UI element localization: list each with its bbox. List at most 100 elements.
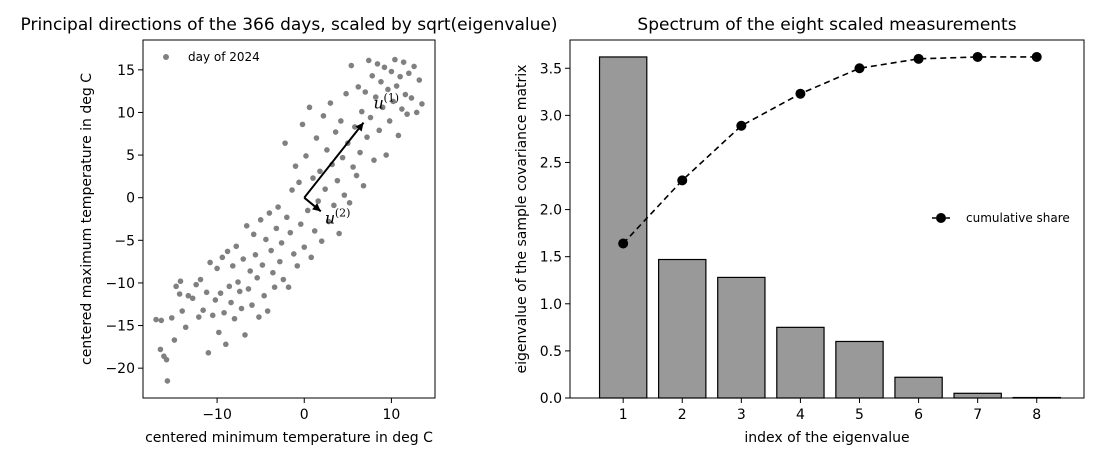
- y-tick-label: 5: [126, 148, 135, 164]
- x-tick-label: 7: [973, 407, 982, 423]
- scatter-point: [378, 78, 384, 85]
- scatter-point: [158, 317, 165, 324]
- scatter-point: [331, 202, 337, 209]
- principal-vector-superscript-2: (2): [335, 206, 351, 219]
- scatter-point: [338, 118, 344, 124]
- scatter-point: [381, 64, 388, 71]
- scatter-point: [379, 104, 386, 111]
- scatter-point: [297, 221, 304, 227]
- scatter-axes-frame: [142, 39, 436, 399]
- bar-eigenvalue-5: [835, 340, 884, 399]
- scatter-point: [406, 70, 412, 77]
- scatter-x-ticks: −10 0 10: [202, 398, 400, 423]
- scatter-point: [254, 275, 260, 281]
- principal-vector-label-1: u: [374, 94, 384, 113]
- scatter-point: [341, 192, 348, 198]
- bar-x-label: index of the eigenvalue: [744, 430, 909, 446]
- scatter-point: [228, 299, 234, 306]
- scatter-point: [273, 225, 280, 232]
- scatter-point: [177, 278, 184, 285]
- y-tick-label: −15: [105, 319, 135, 335]
- principal-vector-label-2: u: [325, 208, 335, 227]
- scatter-point: [308, 254, 315, 261]
- scatter-point: [168, 315, 175, 321]
- bar-eigenvalue-3: [717, 276, 766, 399]
- scatter-point: [278, 240, 285, 246]
- scatter-point: [216, 329, 222, 336]
- scatter-point: [313, 135, 320, 141]
- x-tick-label: 8: [1032, 407, 1041, 423]
- cumulative-share-point: [618, 238, 629, 249]
- scatter-points: [153, 56, 425, 384]
- y-tick-label: 1.0: [540, 297, 562, 313]
- scatter-point: [231, 315, 238, 322]
- legend-label-cumulative: cumulative share: [966, 211, 1070, 225]
- scatter-point: [408, 95, 415, 101]
- scatter-point: [399, 106, 405, 112]
- scatter-point: [393, 83, 400, 89]
- bar-x-ticks: 1 2 3 4 5 6 7 8: [619, 398, 1041, 423]
- scatter-point: [334, 177, 341, 184]
- scatter-panel: Principal directions of the 366 days, sc…: [21, 15, 558, 446]
- scatter-point: [243, 223, 250, 229]
- bar-y-label: eigenvalue of the sample covariance matr…: [514, 65, 530, 374]
- scatter-point: [284, 214, 290, 221]
- scatter-point: [332, 129, 339, 135]
- principal-vector-arrowhead-2: [312, 203, 321, 212]
- scatter-point: [197, 276, 204, 283]
- scatter-point: [315, 198, 322, 204]
- scatter-point: [357, 149, 363, 156]
- scatter-point: [238, 305, 245, 312]
- scatter-point: [292, 163, 299, 169]
- scatter-point: [193, 281, 199, 288]
- scatter-point: [205, 350, 212, 356]
- principal-vector-1: [303, 122, 365, 199]
- bar-y-ticks: 0.0 0.5 1.0 1.5 2.0 2.5 3.0 3.5: [540, 61, 570, 407]
- scatter-point: [392, 56, 398, 63]
- scatter-point: [306, 104, 313, 111]
- y-tick-label: 3.5: [540, 61, 562, 77]
- bar-legend: cumulative share: [932, 211, 1070, 225]
- scatter-point: [320, 113, 327, 119]
- scatter-point: [282, 140, 288, 146]
- scatter-point: [400, 59, 407, 65]
- scatter-point: [350, 164, 356, 170]
- scatter-point: [221, 309, 227, 316]
- scatter-point: [352, 124, 358, 130]
- scatter-point: [299, 121, 306, 128]
- scatter-point: [189, 295, 196, 302]
- y-tick-label: 2.0: [540, 203, 562, 219]
- scatter-point: [270, 269, 276, 276]
- cumulative-share-point: [677, 175, 688, 186]
- scatter-point: [289, 187, 295, 193]
- principal-vector-superscript-1: (1): [384, 92, 400, 105]
- scatter-point: [336, 230, 342, 237]
- scatter-point: [367, 114, 374, 121]
- scatter-point: [242, 332, 248, 338]
- scatter-point: [250, 231, 257, 238]
- scatter-point: [355, 84, 362, 90]
- scatter-point: [266, 210, 273, 216]
- scatter-point: [212, 297, 219, 303]
- scatter-point: [327, 100, 334, 106]
- cumulative-share-point: [913, 53, 924, 64]
- scatter-point: [348, 62, 355, 69]
- scatter-point: [223, 341, 229, 348]
- scatter-point: [163, 356, 170, 363]
- scatter-point: [182, 324, 189, 331]
- y-tick-label: 15: [117, 63, 135, 79]
- scatter-point: [285, 284, 292, 290]
- scatter-point: [257, 217, 264, 223]
- scatter-point: [219, 254, 226, 261]
- y-tick-label: −10: [105, 276, 135, 292]
- legend-label-day: day of 2024: [188, 50, 260, 64]
- scatter-point: [388, 68, 395, 75]
- eigenvalue-bars: [598, 56, 1061, 399]
- principal-vectors: u (1)u (2): [303, 92, 400, 227]
- bar-title: Spectrum of the eight scaled measurement…: [637, 15, 1016, 35]
- bar-eigenvalue-1: [598, 56, 648, 399]
- scatter-point: [153, 316, 159, 323]
- scatter-point: [290, 251, 297, 257]
- scatter-point: [317, 168, 323, 175]
